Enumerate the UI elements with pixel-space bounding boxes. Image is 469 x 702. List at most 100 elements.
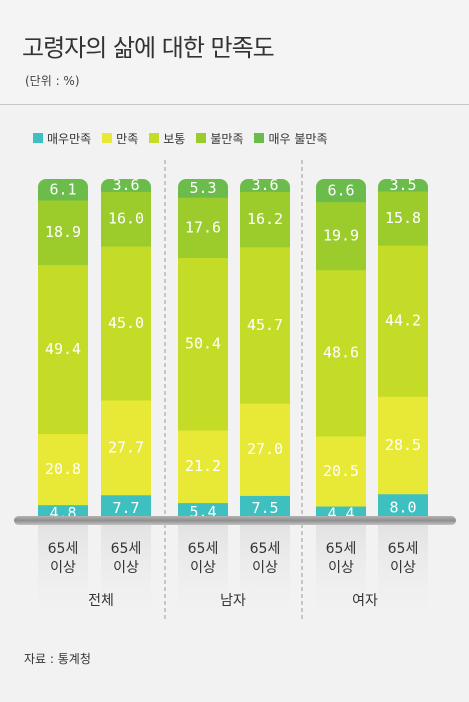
bar-segment: [316, 201, 366, 271]
legend-swatch: [33, 133, 43, 143]
data-label: 6.1: [49, 180, 76, 198]
legend-swatch: [254, 133, 265, 143]
header: 고령자의 삶에 대한 만족도 (단위 : %): [0, 0, 469, 103]
bar-reflection: [378, 521, 428, 631]
bar-segment: [316, 179, 366, 203]
bar-segment: [240, 179, 290, 192]
category-label: 65세: [111, 541, 142, 557]
category-label: 이상: [328, 560, 354, 576]
data-label: 27.7: [108, 438, 144, 456]
data-label: 49.4: [45, 340, 81, 358]
data-label: 20.8: [45, 460, 81, 478]
data-label: 15.8: [385, 209, 421, 227]
category-label: 이상: [113, 560, 139, 576]
data-label: 5.3: [189, 179, 216, 197]
data-label: 20.5: [323, 462, 359, 480]
legend-swatch: [196, 133, 207, 143]
data-label: 8.0: [389, 498, 416, 516]
group-label: 남자: [220, 593, 246, 609]
data-label: 45.0: [108, 314, 144, 332]
bar-segment: [178, 257, 228, 431]
data-label: 17.6: [185, 218, 221, 236]
data-label: 3.6: [112, 176, 139, 194]
data-label: 44.2: [385, 312, 421, 330]
legend-label: 불만족: [210, 131, 244, 146]
category-label: 65세: [188, 541, 219, 557]
legend-swatch: [102, 133, 113, 143]
bar-reflection: [178, 521, 228, 631]
bar-segment: [178, 197, 228, 258]
bar-reflection: [38, 521, 88, 631]
data-label: 27.0: [247, 440, 283, 458]
data-label: 7.7: [112, 499, 139, 517]
header-divider: [0, 104, 469, 105]
stacked-bar: 5.421.250.417.65.3: [178, 179, 228, 522]
stacked-bar: 4.420.548.619.96.6: [316, 179, 366, 522]
bar-segment: [38, 179, 88, 201]
legend-item-dissatisfied: 불만족: [196, 130, 243, 147]
legend: 매우만족 만족 보통 불만족 매우 불만족: [33, 130, 339, 146]
legend-item-neutral: 보통: [149, 130, 185, 147]
data-label: 45.7: [247, 316, 283, 334]
group-label: 여자: [352, 593, 378, 609]
bar-segment: [378, 190, 428, 246]
category-label: 이상: [50, 560, 76, 576]
data-label: 16.0: [108, 210, 144, 228]
bar-segment: [316, 269, 366, 437]
data-label: 16.2: [247, 210, 283, 228]
legend-item-very-dissatisfied: 매우 불만족: [254, 130, 328, 147]
category-label: 이상: [252, 560, 278, 576]
category-label: 이상: [390, 560, 416, 576]
data-label: 18.9: [45, 223, 81, 241]
bar-segment: [240, 246, 290, 404]
legend-label: 보통: [163, 131, 186, 146]
stacked-bar: 8.0 28.5 44.2 15.8 3.5: [378, 176, 428, 522]
bar-segment: [378, 179, 428, 192]
bar-segment: [316, 435, 366, 507]
category-label: 이상: [190, 560, 216, 576]
legend-item-satisfied: 만족: [102, 130, 138, 147]
data-label: 3.5: [389, 176, 416, 194]
legend-item-very-satisfied: 매우만족: [33, 130, 91, 147]
legend-swatch: [149, 133, 160, 143]
bar-segment: [240, 403, 290, 496]
data-label: 28.5: [385, 436, 421, 454]
category-label: 65세: [48, 541, 79, 557]
legend-label: 매우만족: [47, 131, 92, 146]
stacked-bar: 7.7 27.7 45.0 16.0 3.6: [101, 176, 151, 522]
bar-segment: [240, 191, 290, 248]
category-label: 65세: [326, 541, 357, 557]
bar-segment: [178, 429, 228, 504]
baseline-shelf: [14, 516, 456, 525]
bar-segment: [38, 199, 88, 266]
bar-segment: [101, 191, 151, 247]
source-note: 자료 : 통계청: [24, 652, 91, 666]
data-label: 7.5: [251, 499, 278, 517]
category-label: 65세: [250, 541, 281, 557]
bar-segment: [38, 264, 88, 435]
chart-title: 고령자의 삶에 대한 만족도: [22, 34, 275, 62]
legend-label: 만족: [116, 131, 139, 146]
category-label: 65세: [388, 541, 419, 557]
bar-segment: [178, 179, 228, 198]
stacked-bar: 7.5 27.0 45.7 16.2 3.6: [240, 176, 290, 522]
data-label: 19.9: [323, 227, 359, 245]
data-label: 3.6: [251, 176, 278, 194]
bar-segment: [101, 399, 151, 496]
bar-segment: [378, 396, 428, 495]
legend-label: 매우 불만족: [268, 131, 328, 146]
stacked-bar: 4.820.849.418.96.1: [38, 179, 88, 522]
bar-segment: [101, 246, 151, 401]
bar-reflection: [101, 521, 151, 631]
data-label: 50.4: [185, 335, 221, 353]
bar-segment: [101, 179, 151, 192]
data-label: 6.6: [327, 181, 354, 199]
bar-reflection: [240, 521, 290, 631]
group-label: 전체: [88, 593, 114, 609]
bar-reflection: [316, 521, 366, 631]
data-label: 48.6: [323, 344, 359, 362]
unit-label: (단위 : %): [25, 74, 80, 88]
bar-segment: [378, 245, 428, 397]
data-label: 21.2: [185, 457, 221, 475]
bar-segment: [38, 433, 88, 506]
